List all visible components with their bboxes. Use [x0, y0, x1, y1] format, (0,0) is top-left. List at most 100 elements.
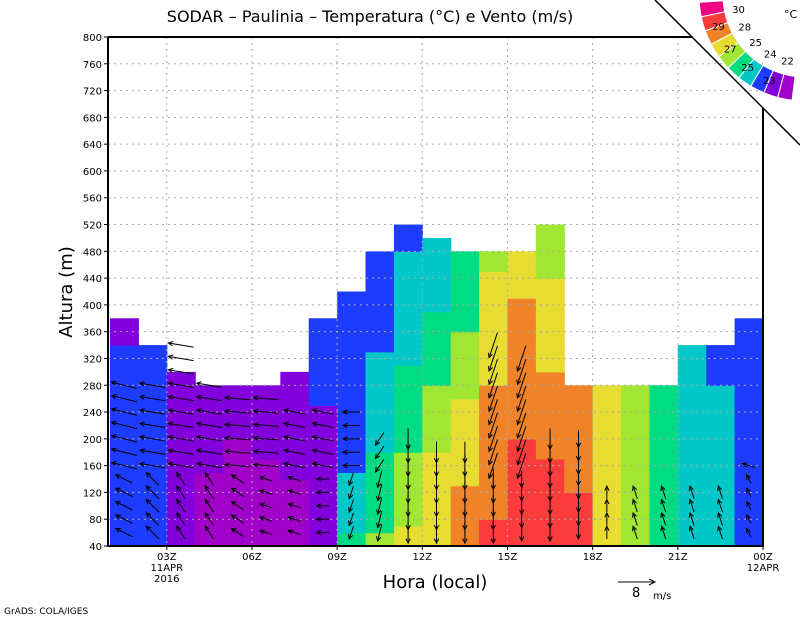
wind-vectors: [110, 332, 756, 545]
temp-cell: [706, 385, 736, 393]
temp-cell: [621, 485, 651, 494]
wind-arrow-head: [632, 498, 637, 505]
temp-cell: [166, 385, 196, 393]
wind-arrow-shaft: [145, 499, 160, 513]
temp-cell: [109, 405, 139, 413]
wind-arrow: [167, 367, 194, 375]
wind-arrow-shaft: [231, 487, 245, 498]
wind-arrow-head: [224, 462, 230, 468]
temp-cell: [166, 499, 196, 507]
temp-cell: [138, 378, 168, 386]
temp-cell: [393, 385, 423, 393]
temp-cell: [507, 391, 537, 400]
wind-arrow-head: [376, 509, 382, 516]
temp-cell: [337, 452, 367, 460]
wind-arrow-head: [110, 420, 117, 426]
temp-cell: [365, 385, 395, 393]
wind-arrow-shaft: [288, 503, 301, 509]
temp-cell: [223, 519, 253, 527]
temp-cell: [280, 505, 310, 514]
temp-cell: [479, 405, 509, 413]
temp-cell: [365, 438, 395, 447]
wind-arrow-shaft: [176, 485, 186, 499]
temp-cell: [337, 432, 367, 440]
temp-cell: [280, 418, 310, 427]
temp-cell: [677, 499, 707, 507]
temp-cell: [479, 351, 509, 360]
wind-arrow: [195, 408, 223, 415]
temp-cell: [677, 492, 707, 500]
wind-arrow-head: [519, 522, 525, 529]
legend-label: 25: [749, 38, 762, 49]
wind-arrow: [348, 526, 354, 540]
temp-cell: [393, 304, 423, 313]
temp-cell: [365, 311, 395, 319]
temp-cell: [450, 432, 480, 440]
temp-cell: [706, 398, 736, 406]
wind-arrow-shaft: [111, 448, 137, 456]
temp-cell: [507, 458, 537, 467]
wind-arrow-shaft: [259, 476, 273, 482]
wind-arrow-head: [516, 473, 522, 480]
wind-arrow-head: [145, 525, 152, 532]
temp-cell: [337, 445, 367, 453]
temp-cell: [422, 371, 452, 380]
wind-arrow-head: [433, 458, 440, 464]
wind-arrow-head: [462, 538, 468, 545]
wind-arrow: [717, 498, 723, 513]
temp-cell: [365, 378, 395, 386]
temp-cell: [507, 432, 537, 440]
temp-cell: [365, 505, 395, 514]
temp-cell: [507, 371, 537, 380]
wind-arrow: [487, 372, 498, 399]
wind-arrow-head: [490, 524, 496, 531]
temp-cell: [649, 525, 679, 534]
temp-cell: [734, 539, 764, 547]
temp-cell: [706, 345, 736, 353]
temp-cell: [251, 438, 281, 447]
temp-cell: [564, 405, 594, 413]
wind-arrow-head: [547, 444, 553, 451]
wind-arrow-shaft: [139, 436, 166, 442]
wind-arrow-shaft: [312, 409, 334, 415]
wind-arrow-head: [167, 434, 174, 441]
temp-cell: [592, 425, 622, 433]
temp-cell: [649, 385, 679, 393]
temp-cell: [592, 412, 622, 420]
temp-cell: [706, 458, 736, 467]
wind-arrow: [224, 422, 251, 428]
wind-arrow: [487, 345, 498, 373]
temp-cell: [166, 532, 196, 540]
temp-cell: [535, 391, 565, 400]
temp-cell: [507, 405, 537, 413]
temp-cell: [138, 371, 168, 380]
temp-cell: [337, 512, 367, 520]
temp-cell: [393, 224, 423, 232]
y-axis-label: Altura (m): [56, 246, 77, 338]
temp-cell: [621, 458, 651, 467]
legend-label: 22: [781, 57, 794, 68]
wind-arrow-shaft: [259, 503, 273, 509]
wind-arrow: [311, 461, 334, 469]
temp-cell: [109, 318, 139, 326]
temp-cell: [138, 391, 168, 400]
wind-arrow-head: [341, 436, 348, 442]
wind-arrow-head: [516, 433, 522, 440]
wind-arrow-head: [405, 538, 411, 545]
wind-arrow-head: [230, 487, 237, 493]
wind-arrow-shaft: [632, 485, 638, 499]
wind-arrow: [341, 449, 360, 455]
wind-arrow: [138, 408, 166, 415]
wind-arrow-head: [462, 484, 468, 491]
wind-arrow: [110, 380, 137, 389]
wind-arrow-shaft: [259, 530, 273, 536]
wind-arrow-head: [547, 471, 553, 478]
temp-cell: [337, 472, 367, 480]
temp-cell: [734, 479, 764, 487]
temp-cell: [138, 539, 168, 547]
temp-cell: [422, 304, 452, 313]
wind-arrow-head: [138, 461, 145, 467]
temp-cell: [365, 418, 395, 427]
wind-arrow: [176, 498, 186, 513]
temp-cell: [109, 472, 139, 480]
